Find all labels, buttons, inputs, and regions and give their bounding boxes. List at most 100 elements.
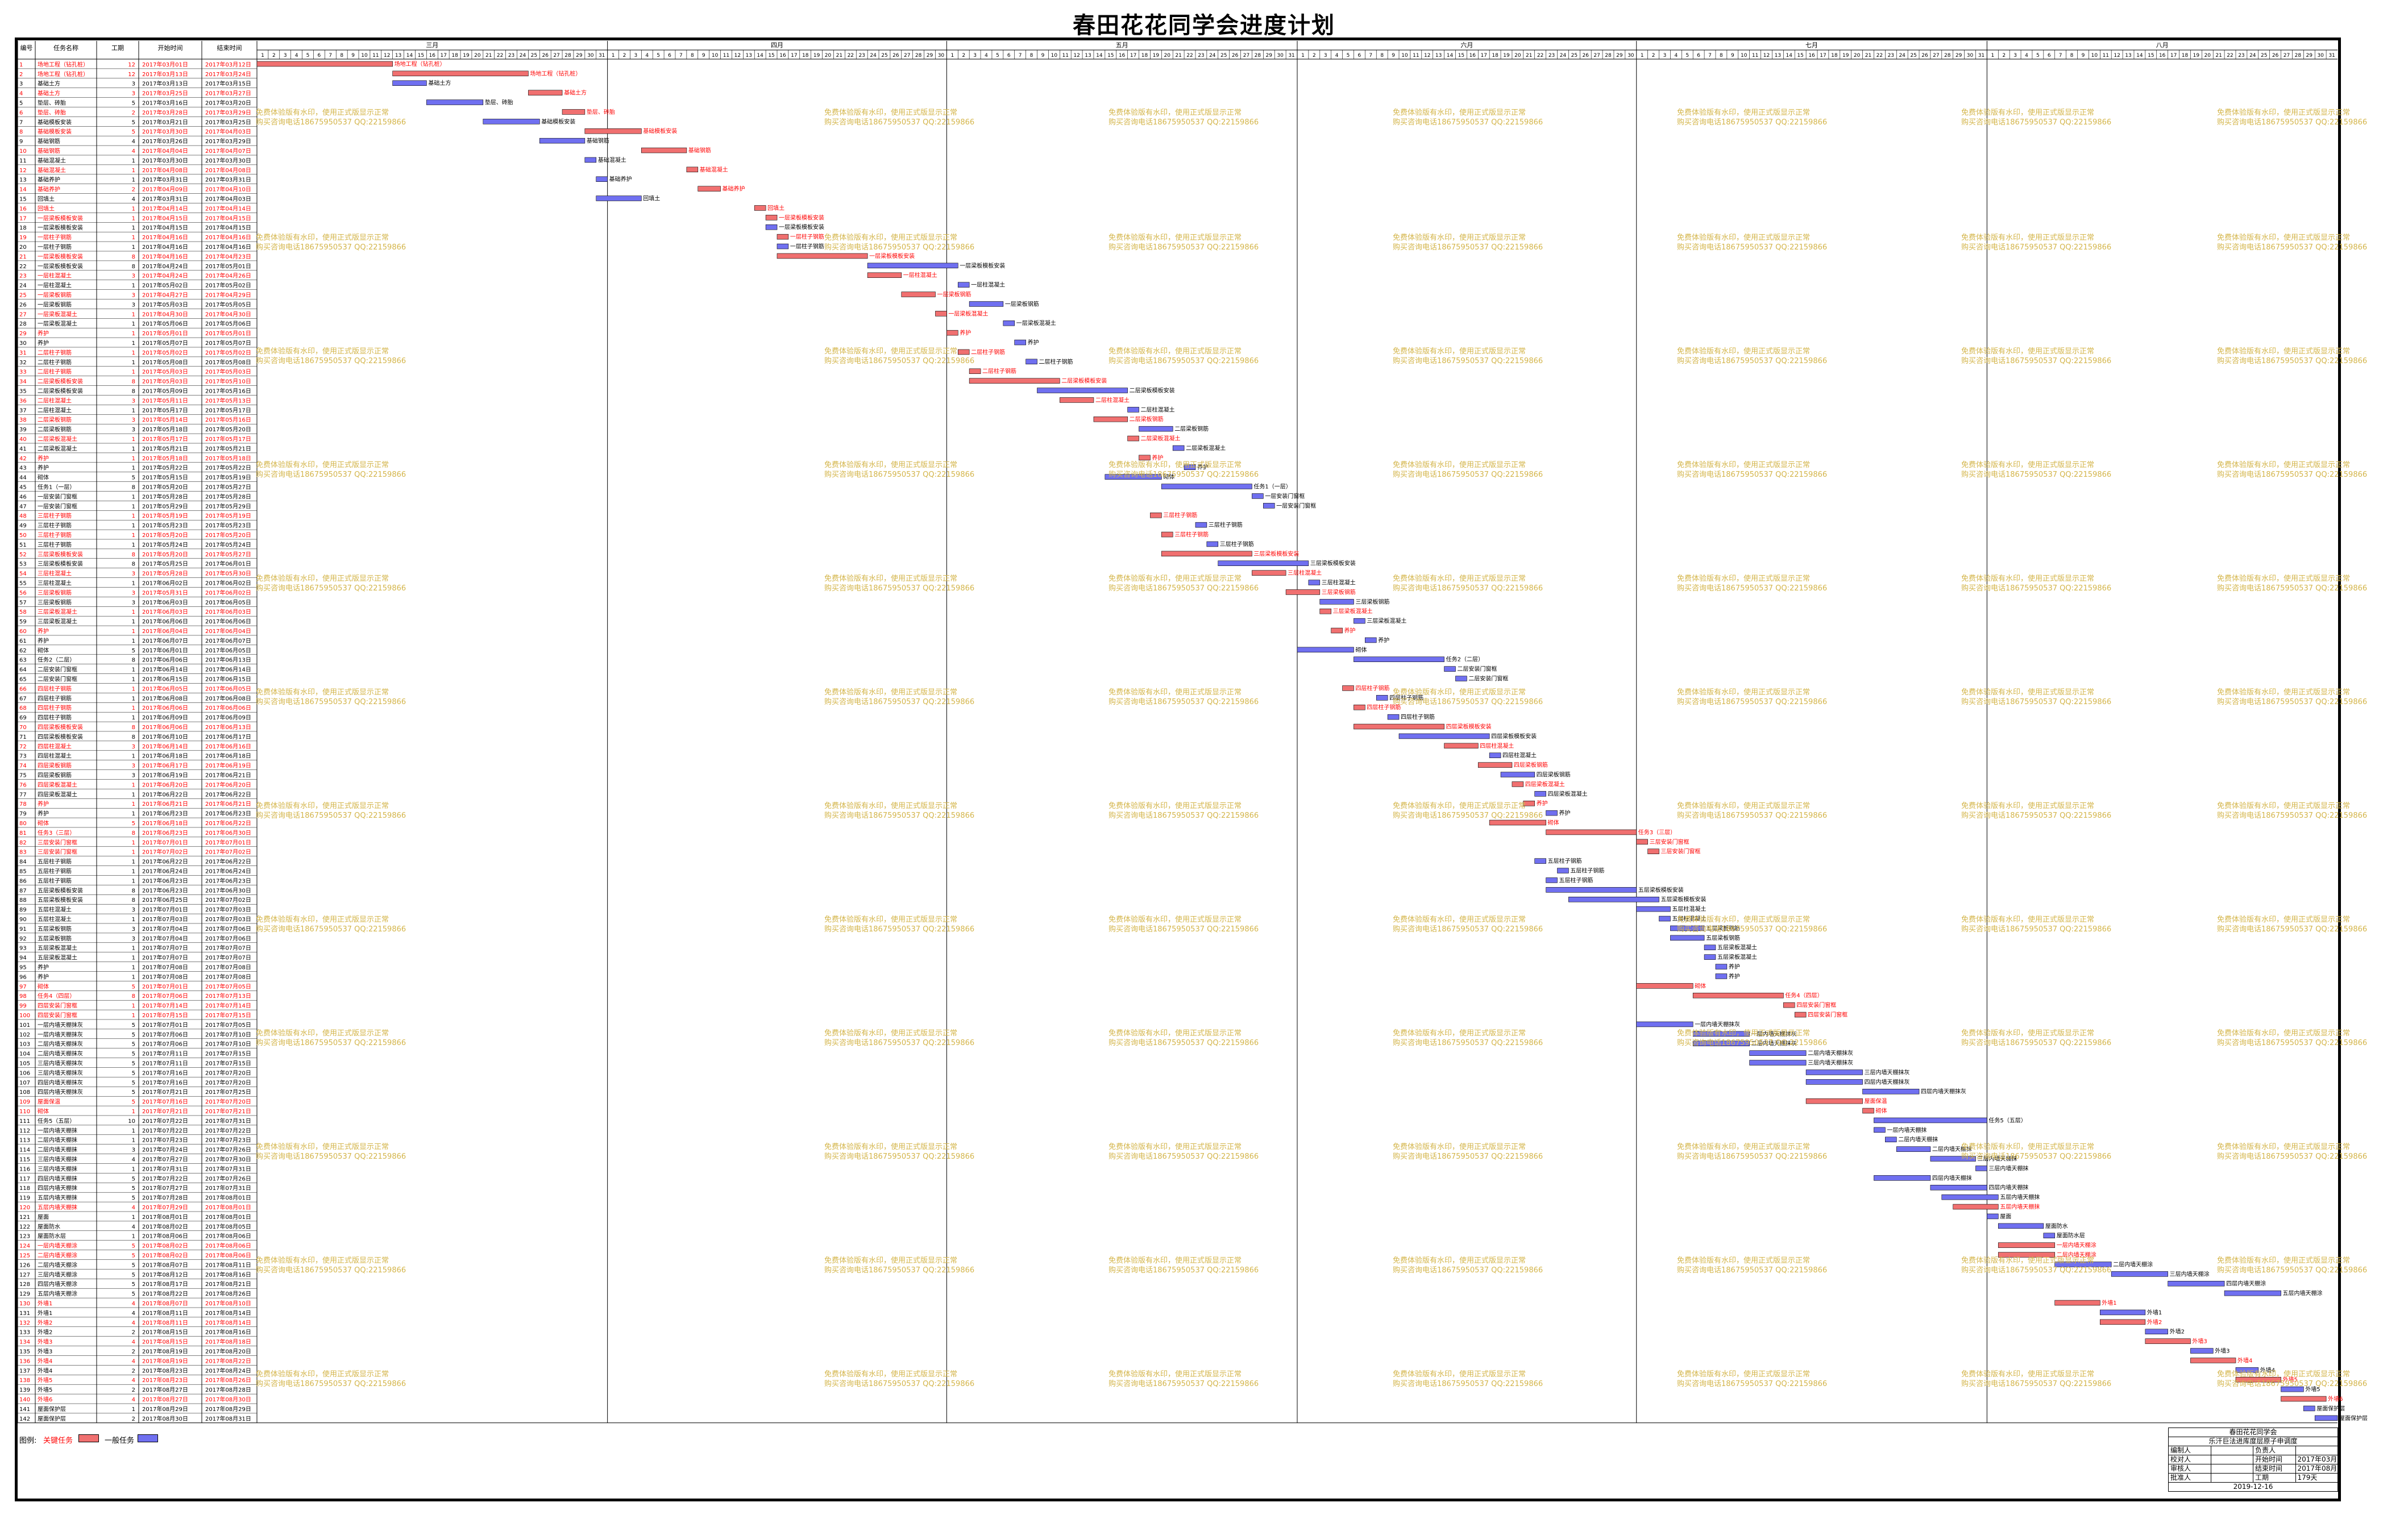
task-duration: 2: [132, 110, 135, 116]
watermark-line: 购买咨询电话18675950537 QQ:22159866: [1393, 1152, 1543, 1161]
watermark-line: 免费体验版有水印，使用正式版显示正常: [2217, 1029, 2351, 1038]
task-id: 101: [19, 1022, 30, 1029]
legend-critical-label: 关键任务: [43, 1437, 73, 1445]
watermark-line: 购买咨询电话18675950537 QQ:22159866: [824, 925, 975, 934]
task-end: 2017年07月07日: [205, 944, 251, 952]
task-bar: [392, 80, 427, 86]
task-name: 四层柱子钢筋: [38, 685, 72, 692]
task-duration: 12: [128, 62, 135, 68]
watermark: 免费体验版有水印，使用正式版显示正常 购买咨询电话18675950537 QQ:2…: [1677, 574, 1827, 593]
day-label: 6: [1007, 53, 1011, 59]
day-label: 9: [1731, 53, 1734, 59]
tb-label: 工期: [2253, 1474, 2296, 1482]
task-bar-label: 五层梁板混凝土: [1717, 954, 1757, 961]
watermark-line: 购买咨询电话18675950537 QQ:22159866: [1677, 118, 1828, 127]
task-duration: 1: [132, 340, 135, 347]
task-end: 2017年07月15日: [205, 1012, 251, 1019]
day-label: 23: [858, 53, 865, 59]
task-duration: 1: [132, 629, 135, 635]
task-id: 84: [19, 859, 27, 865]
task-bar-label: 基础钢筋: [587, 137, 609, 144]
month-label: 六月: [1460, 41, 1473, 49]
task-duration: 4: [132, 1339, 135, 1346]
task-start: 2017年07月28日: [142, 1194, 188, 1201]
task-bar-label: 四层安装门窗框: [1808, 1011, 1847, 1018]
task-bar: [1692, 1031, 1750, 1037]
task-bar: [1376, 695, 1388, 701]
task-duration: 1: [132, 955, 135, 962]
task-name: 一层梁板混凝土: [38, 320, 77, 327]
task-bar: [2281, 1386, 2304, 1392]
task-bar-label: 二层梁板钢筋: [1174, 425, 1209, 432]
task-id: 42: [19, 456, 27, 462]
task-start: 2017年05月01日: [142, 330, 188, 337]
task-name: 五层柱混凝土: [38, 906, 72, 913]
task-duration: 1: [132, 244, 135, 251]
task-start: 2017年06月06日: [142, 723, 188, 731]
task-name: 垫层、砖胎: [38, 109, 66, 116]
task-end: 2017年06月20日: [205, 781, 251, 788]
day-label: 14: [2136, 53, 2143, 59]
watermark-line: 免费体验版有水印，使用正式版显示正常: [1677, 109, 1811, 117]
watermark: 免费体验版有水印，使用正式版显示正常 购买咨询电话18675950537 QQ:2…: [1961, 1029, 2111, 1048]
task-duration: 3: [132, 302, 135, 308]
task-name: 外墙3: [38, 1348, 52, 1355]
task-name: 三层内墙天棚抹: [38, 1165, 77, 1172]
day-label: 28: [564, 53, 571, 59]
task-bar: [2111, 1271, 2168, 1277]
task-start: 2017年07月03日: [142, 915, 188, 923]
watermark-line: 购买咨询电话18675950537 QQ:22159866: [256, 357, 406, 365]
task-name: 五层柱混凝土: [38, 915, 72, 923]
task-id: 44: [19, 475, 27, 481]
task-end: 2017年06月02日: [205, 580, 251, 587]
task-bar-label: 外墙4: [2260, 1366, 2275, 1374]
task-end: 2017年06月15日: [205, 676, 251, 683]
task-bar: [1998, 1242, 2056, 1248]
task-name: 三层梁板模板安装: [38, 551, 83, 558]
watermark-line: 免费体验版有水印，使用正式版显示正常: [1393, 1256, 1526, 1265]
task-bar: [1500, 772, 1535, 777]
task-bar: [2303, 1405, 2315, 1412]
task-id: 35: [19, 389, 27, 395]
task-duration: 1: [132, 782, 135, 788]
task-end: 2017年08月06日: [205, 1233, 251, 1240]
watermark: 免费体验版有水印，使用正式版显示正常 购买咨询电话18675950537 QQ:2…: [1108, 233, 1259, 252]
watermark: 免费体验版有水印，使用正式版显示正常 购买咨询电话18675950537 QQ:2…: [824, 1256, 974, 1275]
task-bar-label: 外墙5: [2305, 1385, 2320, 1393]
watermark-line: 购买咨询电话18675950537 QQ:22159866: [1108, 357, 1259, 365]
task-name: 任务4（四层）: [38, 992, 75, 1000]
task-id: 45: [19, 485, 27, 491]
task-bar: [1331, 627, 1343, 634]
task-bar-label: 砌体: [1548, 819, 1559, 826]
task-id: 61: [19, 638, 27, 644]
task-duration: 4: [132, 1377, 135, 1384]
tb-label: 批准人: [2169, 1474, 2211, 1482]
task-bar: [2145, 1329, 2168, 1335]
task-bar-label: 外墙3: [2215, 1347, 2230, 1355]
watermark-line: 购买咨询电话18675950537 QQ:22159866: [1961, 357, 2112, 365]
task-duration: 3: [132, 1147, 135, 1154]
task-end: 2017年05月21日: [205, 445, 251, 452]
day-label: 3: [284, 53, 287, 59]
task-start: 2017年07月04日: [142, 925, 188, 933]
task-name: 四层柱子钢筋: [38, 694, 72, 702]
task-bar: [1489, 819, 1546, 826]
task-bar-label: 场地工程（钻孔桩）: [530, 70, 581, 77]
task-bar: [1444, 743, 1479, 749]
tb-value: [2211, 1474, 2253, 1482]
watermark-line: 购买咨询电话18675950537 QQ:22159866: [1961, 584, 2112, 593]
task-end: 2017年05月01日: [205, 330, 251, 337]
task-duration: 1: [132, 494, 135, 500]
day-label: 19: [1503, 53, 1510, 59]
task-id: 69: [19, 715, 27, 721]
watermark-line: 免费体验版有水印，使用正式版显示正常: [1108, 915, 1242, 924]
watermark-line: 购买咨询电话18675950537 QQ:22159866: [2217, 584, 2368, 593]
task-id: 95: [19, 965, 27, 971]
watermark: 免费体验版有水印，使用正式版显示正常 购买咨询电话18675950537 QQ:2…: [1108, 801, 1259, 821]
watermark-line: 购买咨询电话18675950537 QQ:22159866: [1393, 811, 1543, 820]
day-label: 6: [318, 53, 321, 59]
task-id: 2: [19, 72, 23, 78]
task-bar: [1930, 1156, 1976, 1162]
task-end: 2017年05月27日: [205, 551, 251, 558]
task-duration: 1: [132, 878, 135, 884]
